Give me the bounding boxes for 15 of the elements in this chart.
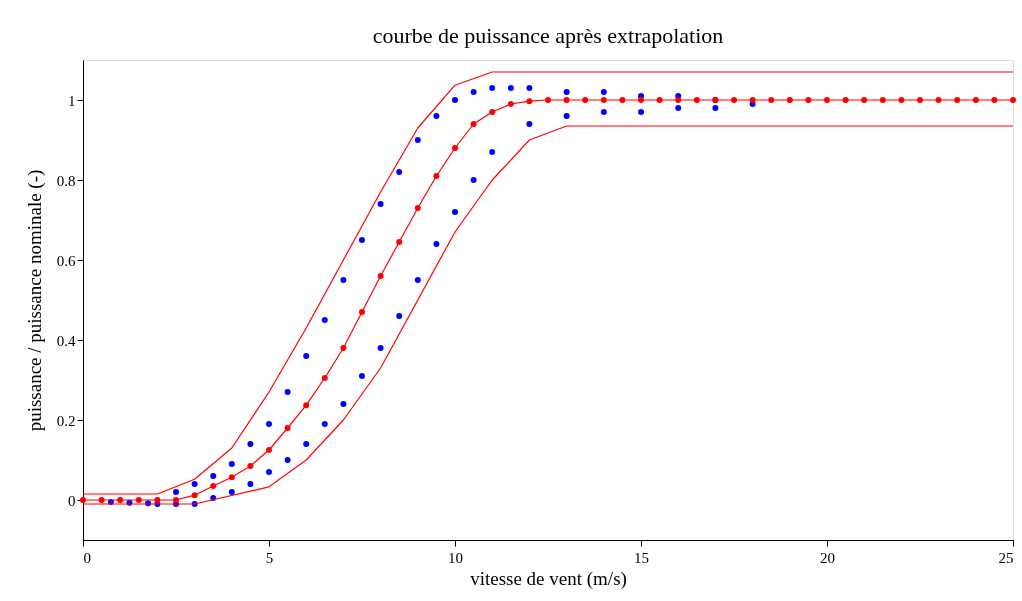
x-tick-label: 15 (634, 549, 649, 566)
y-axis-title: puissance / puissance nominale (-) (23, 169, 46, 432)
y-tick-label: 0.4 (56, 332, 76, 349)
x-tick-label: 20 (820, 549, 835, 566)
x-tick-label: 5 (265, 549, 274, 566)
x-tick-label: 25 (998, 549, 1014, 566)
y-tick-label: 0.6 (56, 252, 76, 269)
x-axis-title: vitesse de vent (m/s) (470, 567, 627, 590)
x-tick-label: 10 (448, 549, 463, 566)
chart-title: courbe de puissance après extrapolation (372, 23, 724, 48)
y-tick-label: 1 (68, 92, 76, 109)
y-tick-label: 0.2 (56, 412, 76, 429)
y-tick-label: 0 (68, 492, 76, 509)
y-tick-label: 0.8 (56, 172, 76, 189)
x-tick-label: 0 (83, 549, 91, 566)
